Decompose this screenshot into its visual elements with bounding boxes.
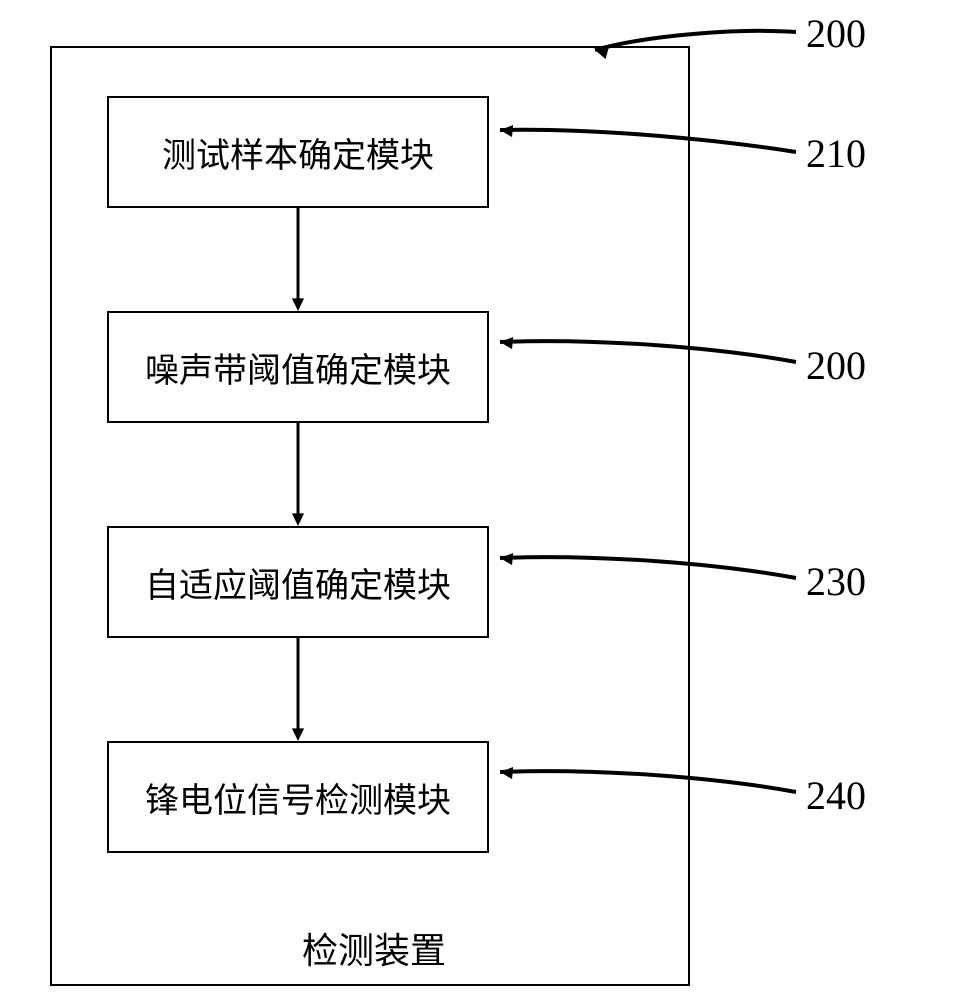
module-noise-threshold: 噪声带阈值确定模块 [107, 311, 489, 423]
module-text: 噪声带阈值确定模块 [145, 343, 451, 392]
module-label-3: 230 [806, 558, 866, 605]
diagram-canvas: 测试样本确定模块 噪声带阈值确定模块 自适应阈值确定模块 锋电位信号检测模块 2… [0, 0, 967, 1000]
module-adaptive-threshold: 自适应阈值确定模块 [107, 526, 489, 638]
module-label-4: 240 [806, 772, 866, 819]
module-text: 锋电位信号检测模块 [145, 773, 451, 822]
module-text: 测试样本确定模块 [162, 128, 434, 177]
module-test-sample: 测试样本确定模块 [107, 96, 489, 208]
container-label: 200 [806, 10, 866, 57]
module-label-1: 210 [806, 130, 866, 177]
module-spike-detect: 锋电位信号检测模块 [107, 741, 489, 853]
module-text: 自适应阈值确定模块 [145, 558, 451, 607]
module-label-2: 200 [806, 342, 866, 389]
container-caption: 检测装置 [302, 922, 446, 974]
